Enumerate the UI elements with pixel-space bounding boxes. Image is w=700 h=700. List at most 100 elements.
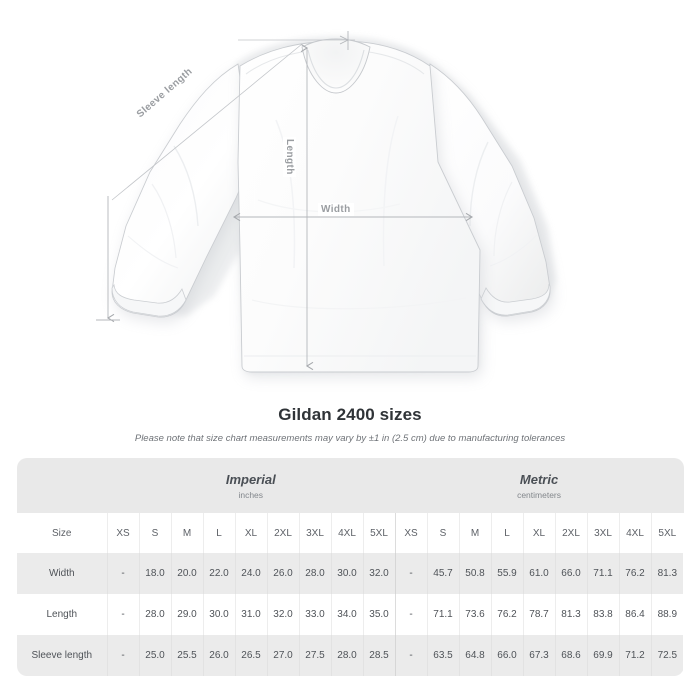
unit-group-name: Metric	[519, 471, 559, 487]
cell-imperial-3xl: 33.0	[299, 594, 332, 635]
size-header-imperial-4XL: 4XL	[331, 513, 364, 553]
cell-imperial-s: 18.0	[139, 553, 172, 594]
row-label-sleeve-length: Sleeve length	[17, 635, 108, 676]
cell-imperial-m: 29.0	[171, 594, 204, 635]
size-header-metric-L: L	[491, 513, 524, 553]
size-header-metric-XL: XL	[523, 513, 556, 553]
cell-imperial-m: 20.0	[171, 553, 204, 594]
cell-metric-5xl: 72.5	[651, 635, 684, 676]
cell-imperial-xs: -	[107, 553, 140, 594]
cell-imperial-2xl: 27.0	[267, 635, 300, 676]
row-label-width: Width	[17, 553, 108, 594]
measurement-annotations	[96, 31, 474, 371]
unit-group-metric: Metric centimeters	[395, 458, 684, 513]
cell-metric-m: 50.8	[459, 553, 492, 594]
cell-imperial-l: 30.0	[203, 594, 236, 635]
unit-group-row: Imperial inches Metric centimeters	[17, 458, 684, 513]
cell-metric-xs: -	[395, 594, 428, 635]
cell-imperial-xl: 26.5	[235, 635, 268, 676]
cell-metric-s: 71.1	[427, 594, 460, 635]
size-header-metric-2XL: 2XL	[555, 513, 588, 553]
size-header-imperial-M: M	[171, 513, 204, 553]
size-table-container: Imperial inches Metric centimeters Size XS S M L…	[17, 458, 684, 676]
cell-metric-5xl: 81.3	[651, 553, 684, 594]
size-header-imperial-3XL: 3XL	[299, 513, 332, 553]
size-header-label: Size	[17, 513, 108, 553]
table-row: Width -18.0 20.0 22.0 24.0 26.0 28.0 30.0 32.0-4…	[17, 553, 684, 594]
cell-imperial-4xl: 30.0	[331, 553, 364, 594]
size-header-imperial-5XL: 5XL	[363, 513, 396, 553]
garment-svg	[96, 31, 556, 373]
cell-imperial-5xl: 32.0	[363, 553, 396, 594]
cell-metric-4xl: 86.4	[619, 594, 652, 635]
size-header-metric-5XL: 5XL	[651, 513, 684, 553]
cell-metric-xl: 78.7	[523, 594, 556, 635]
cell-metric-3xl: 69.9	[587, 635, 620, 676]
cell-imperial-3xl: 28.0	[299, 553, 332, 594]
cell-imperial-3xl: 27.5	[299, 635, 332, 676]
cell-metric-2xl: 68.6	[555, 635, 588, 676]
size-header-imperial-2XL: 2XL	[267, 513, 300, 553]
unit-group-name: Imperial	[225, 471, 276, 487]
unit-group-sub: inches	[238, 489, 264, 500]
unit-group-sub: centimeters	[517, 489, 562, 500]
sleeve-dimension-line	[111, 43, 303, 201]
size-header-metric-3XL: 3XL	[587, 513, 620, 553]
cell-metric-5xl: 88.9	[651, 594, 684, 635]
size-header-row: Size XS S M L XL 2XL 3XL 4XL 5XL XS S M L XL 2XL 3XL 4XL 5…	[17, 513, 684, 553]
cell-metric-m: 64.8	[459, 635, 492, 676]
cell-metric-4xl: 71.2	[619, 635, 652, 676]
page-title: Gildan 2400 sizes	[278, 405, 422, 424]
cell-imperial-xs: -	[107, 635, 140, 676]
cell-metric-m: 73.6	[459, 594, 492, 635]
table-row: Length -28.0 29.0 30.0 31.0 32.0 33.0 34.0 35.0-…	[17, 594, 684, 635]
tolerance-note: Please note that size chart measurements…	[134, 433, 566, 444]
size-header-imperial-S: S	[139, 513, 172, 553]
cell-imperial-4xl: 28.0	[331, 635, 364, 676]
cell-imperial-2xl: 32.0	[267, 594, 300, 635]
size-header-imperial-L: L	[203, 513, 236, 553]
cell-imperial-m: 25.5	[171, 635, 204, 676]
cell-imperial-s: 25.0	[139, 635, 172, 676]
cell-imperial-xs: -	[107, 594, 140, 635]
cell-metric-3xl: 83.8	[587, 594, 620, 635]
cell-metric-l: 55.9	[491, 553, 524, 594]
unit-row-spacer	[17, 458, 107, 513]
cell-metric-4xl: 76.2	[619, 553, 652, 594]
cell-imperial-5xl: 28.5	[363, 635, 396, 676]
cell-metric-l: 66.0	[491, 635, 524, 676]
collar	[301, 38, 371, 94]
cell-imperial-2xl: 26.0	[267, 553, 300, 594]
cell-imperial-l: 26.0	[203, 635, 236, 676]
cell-imperial-4xl: 34.0	[331, 594, 364, 635]
garment-illustration: Length Width Sleeve length	[96, 31, 556, 373]
size-header-metric-S: S	[427, 513, 460, 553]
cell-metric-xl: 61.0	[523, 553, 556, 594]
size-chart-table: Imperial inches Metric centimeters Size XS S M L…	[17, 458, 684, 676]
left-sleeve	[111, 63, 253, 318]
cell-imperial-xl: 31.0	[235, 594, 268, 635]
cell-imperial-5xl: 35.0	[363, 594, 396, 635]
size-header-metric-M: M	[459, 513, 492, 553]
width-label: Width	[318, 203, 354, 216]
size-header-metric-4XL: 4XL	[619, 513, 652, 553]
cell-metric-xs: -	[395, 635, 428, 676]
cell-metric-xs: -	[395, 553, 428, 594]
size-header-imperial-XS: XS	[107, 513, 140, 553]
cell-imperial-s: 28.0	[139, 594, 172, 635]
cell-metric-xl: 67.3	[523, 635, 556, 676]
table-row: Sleeve length -25.0 25.5 26.0 26.5 27.0 27.5 28…	[17, 635, 684, 676]
cell-metric-2xl: 66.0	[555, 553, 588, 594]
size-header-imperial-XL: XL	[235, 513, 268, 553]
unit-group-imperial: Imperial inches	[107, 458, 396, 513]
cell-metric-3xl: 71.1	[587, 553, 620, 594]
size-header-metric-XS: XS	[395, 513, 428, 553]
row-label-length: Length	[17, 594, 108, 635]
cell-metric-2xl: 81.3	[555, 594, 588, 635]
cell-metric-s: 63.5	[427, 635, 460, 676]
cell-metric-l: 76.2	[491, 594, 524, 635]
title-block: Gildan 2400 sizes Please note that size …	[0, 404, 700, 445]
cell-imperial-l: 22.0	[203, 553, 236, 594]
cell-metric-s: 45.7	[427, 553, 460, 594]
